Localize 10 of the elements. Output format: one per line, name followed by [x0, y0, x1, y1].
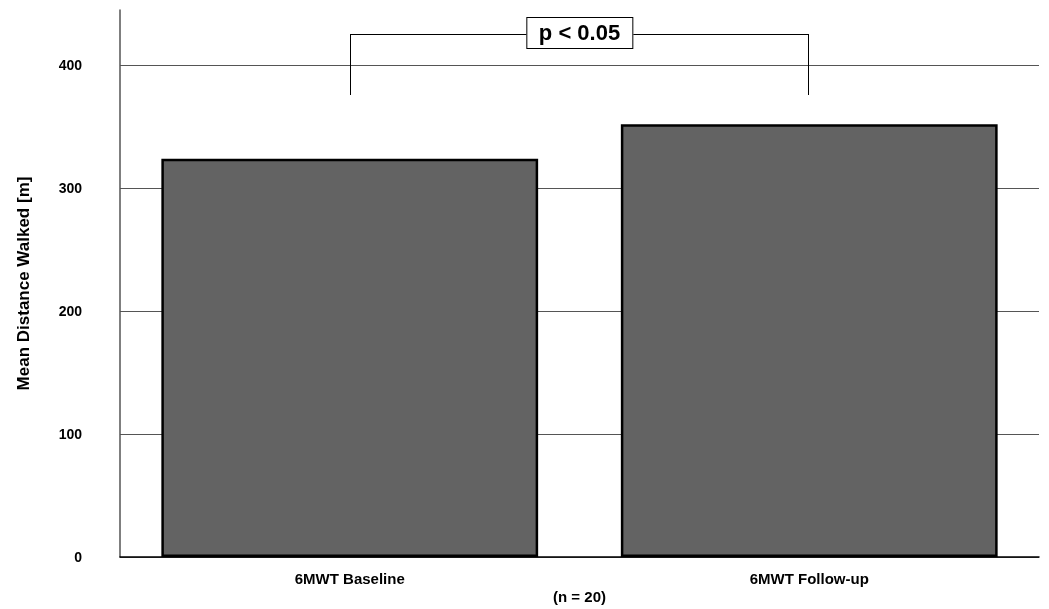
y-tick-label: 400 [58, 57, 83, 74]
x-tick-label: 6MWT Follow-up [749, 570, 869, 587]
y-tick-label: 0 [74, 549, 83, 565]
x-tick-label: 6MWT Baseline [294, 570, 405, 587]
text: (n = 20) [553, 588, 606, 605]
y-tick-label: 200 [58, 303, 83, 320]
y-tick-label: 300 [58, 180, 83, 197]
annotation: p < 0.05 [525, 17, 634, 49]
y-axis-title: Mean Distance Walked [m] [14, 176, 33, 391]
y-tick-label: 100 [58, 426, 83, 443]
